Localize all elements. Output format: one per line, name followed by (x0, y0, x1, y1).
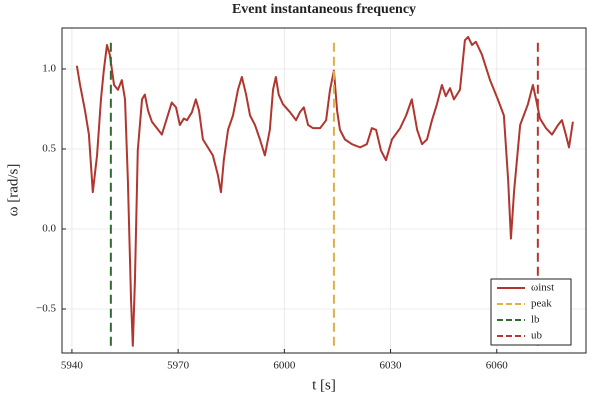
data-line (75, 35, 574, 347)
x-tick-label: 6000 (273, 360, 296, 372)
legend-label: lb (531, 314, 540, 326)
chart-title: Event instantaneous frequency (232, 2, 416, 17)
y-tick-label: −0.5 (36, 303, 56, 315)
x-tick-label: 5940 (61, 360, 84, 372)
legend: ωinst peak lb ub (490, 278, 572, 346)
x-axis-label: t [s] (312, 377, 336, 393)
y-tick-label: 1.0 (42, 62, 56, 74)
legend-label: ub (531, 330, 543, 342)
legend-label: peak (531, 298, 552, 310)
x-tick-label: 5970 (167, 360, 190, 372)
y-tick-label: 0.0 (42, 223, 56, 235)
x-tick-label: 6060 (486, 360, 509, 372)
legend-label: ωinst (531, 282, 554, 294)
y-tick-label: 0.5 (42, 143, 56, 155)
plot-frame (61, 27, 587, 354)
x-tick-label: 6030 (380, 360, 403, 372)
y-axis-label: ω [rad/s] (5, 164, 21, 217)
legend-box (490, 278, 572, 346)
